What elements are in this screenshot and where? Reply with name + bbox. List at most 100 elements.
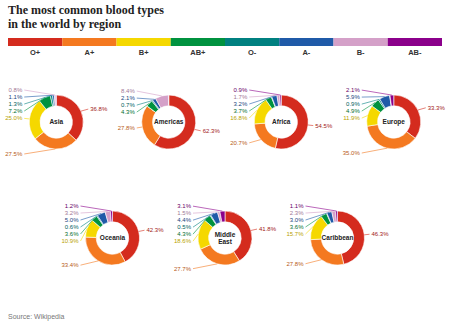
leader-line bbox=[362, 90, 392, 95]
slice bbox=[380, 95, 392, 108]
legend-swatch bbox=[279, 38, 333, 46]
region-label: Europe bbox=[383, 118, 406, 126]
data-label: 2.1% bbox=[346, 87, 360, 93]
legend-label: A- bbox=[302, 48, 310, 57]
data-label: 7.2% bbox=[9, 108, 23, 114]
slice bbox=[390, 95, 394, 106]
region-label-line: Asia bbox=[49, 118, 63, 125]
leader-line bbox=[24, 98, 44, 111]
data-label: 1.7% bbox=[234, 94, 248, 100]
donut: Asia36.8%27.5%25.0%7.2%1.3%1.1%0.8% bbox=[5, 87, 108, 157]
leader-line bbox=[193, 234, 198, 241]
data-label: 1.1% bbox=[9, 94, 23, 100]
leader-line bbox=[306, 211, 334, 213]
slice bbox=[394, 95, 421, 138]
donut: Oceania42.3%33.4%10.9%3.6%0.6%5.0%3.2%1.… bbox=[61, 203, 164, 268]
data-label: 18.6% bbox=[174, 238, 192, 244]
legend-label: A+ bbox=[84, 48, 94, 57]
legend-swatch bbox=[334, 38, 388, 46]
data-label: 4.3% bbox=[121, 109, 135, 115]
leader-line bbox=[195, 129, 201, 130]
legend-label: AB+ bbox=[190, 48, 206, 57]
slice bbox=[277, 95, 280, 106]
leader-line bbox=[24, 149, 55, 154]
leader-line bbox=[137, 101, 153, 105]
legend-label: B+ bbox=[139, 48, 149, 57]
data-label: 27.7% bbox=[174, 266, 192, 272]
legend: O+A+B+AB+O-A-B-AB- bbox=[8, 38, 442, 57]
leader-line bbox=[418, 108, 426, 110]
data-label: 8.4% bbox=[121, 88, 135, 94]
title-line: in the world by region bbox=[8, 17, 121, 31]
donut: Africa54.5%20.7%16.8%3.7%3.2%1.7%0.9% bbox=[230, 87, 333, 149]
data-label: 0.8% bbox=[9, 87, 23, 93]
data-label: 27.8% bbox=[118, 125, 136, 131]
leader-line bbox=[364, 234, 369, 236]
leader-line bbox=[249, 110, 257, 118]
data-label: 0.5% bbox=[177, 224, 191, 230]
leader-line bbox=[81, 109, 88, 111]
data-label: 2.1% bbox=[121, 95, 135, 101]
region-label: MiddleEast bbox=[215, 231, 236, 246]
data-label: 15.7% bbox=[286, 231, 304, 237]
legend-swatch bbox=[225, 38, 279, 46]
slice bbox=[367, 125, 415, 149]
leader-line bbox=[193, 212, 219, 213]
leader-line bbox=[362, 96, 385, 97]
data-label: 1.5% bbox=[177, 210, 191, 216]
leader-line bbox=[362, 148, 387, 153]
leader-line bbox=[362, 103, 375, 111]
leader-line bbox=[306, 260, 322, 264]
data-label: 5.0% bbox=[65, 217, 79, 223]
data-label: 27.5% bbox=[5, 151, 23, 157]
donut: Europe33.3%35.0%11.9%4.9%0.9%5.9%2.1% bbox=[343, 87, 446, 156]
data-label: 4.3% bbox=[177, 231, 191, 237]
data-label: 46.3% bbox=[372, 231, 390, 237]
data-label: 0.7% bbox=[121, 102, 135, 108]
data-label: 33.3% bbox=[428, 105, 446, 111]
leader-line bbox=[362, 116, 368, 118]
leader-line bbox=[251, 229, 257, 230]
data-label: 16.8% bbox=[230, 115, 248, 121]
data-label: 3.0% bbox=[290, 217, 304, 223]
slice bbox=[280, 95, 281, 106]
region-label: Asia bbox=[49, 118, 63, 125]
slice bbox=[154, 95, 195, 149]
slice bbox=[336, 211, 338, 222]
region-label: Africa bbox=[272, 118, 291, 125]
leader-line bbox=[193, 264, 217, 269]
leader-line bbox=[308, 124, 313, 126]
legend-swatch bbox=[8, 38, 62, 46]
leader-line bbox=[249, 96, 274, 104]
data-label: 5.9% bbox=[346, 94, 360, 100]
slice bbox=[156, 95, 169, 108]
region-label-line: Africa bbox=[272, 118, 291, 125]
leader-line bbox=[306, 227, 313, 234]
region-label: Caribbean bbox=[322, 234, 354, 241]
leader-line bbox=[193, 213, 214, 220]
slice bbox=[220, 211, 225, 222]
leader-line bbox=[137, 98, 154, 99]
leader-line bbox=[249, 140, 261, 143]
leader-line bbox=[24, 90, 55, 95]
data-label: 41.8% bbox=[259, 226, 277, 232]
leader-line bbox=[137, 91, 162, 96]
data-label: 3.2% bbox=[65, 210, 79, 216]
slice bbox=[55, 95, 57, 106]
legend-swatch bbox=[171, 38, 225, 46]
slice bbox=[35, 132, 76, 149]
leader-line bbox=[306, 215, 324, 227]
legend-swatch bbox=[62, 38, 116, 46]
data-label: 0.6% bbox=[65, 224, 79, 230]
leader-line bbox=[306, 206, 337, 211]
data-label: 10.9% bbox=[61, 238, 79, 244]
donut: MiddleEast41.8%27.7%18.6%4.3%0.5%4.4%1.5… bbox=[174, 203, 277, 272]
data-label: 4.9% bbox=[346, 108, 360, 114]
slice bbox=[142, 106, 160, 145]
region-label: Oceania bbox=[100, 234, 126, 241]
slice bbox=[110, 211, 112, 222]
data-label: 36.8% bbox=[90, 106, 108, 112]
title-line: The most common blood types bbox=[8, 3, 164, 17]
slice bbox=[254, 123, 277, 148]
leader-line bbox=[249, 90, 280, 95]
